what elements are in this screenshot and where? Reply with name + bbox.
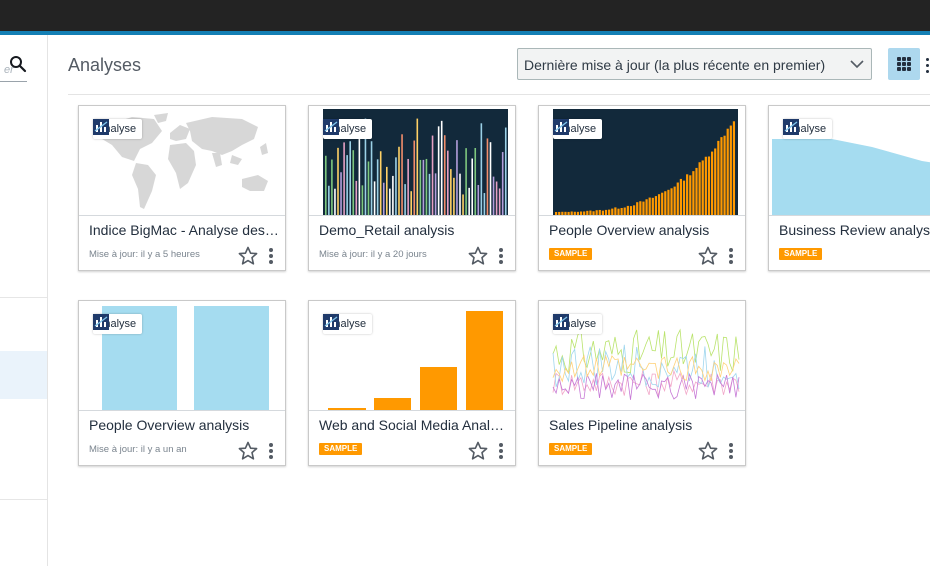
star-icon[interactable] [698, 441, 718, 461]
world-map-thumbnail: Analyse [82, 109, 283, 215]
left-sidebar: er [0, 35, 48, 566]
analysis-icon [323, 119, 339, 135]
search-input[interactable]: er [4, 64, 14, 76]
search-underline [0, 81, 27, 82]
analysis-type-badge: Analyse [553, 314, 603, 334]
more-options-icon[interactable] [495, 442, 507, 460]
top-accent-stripe [0, 31, 930, 35]
card-title[interactable]: People Overview analysis [549, 222, 710, 238]
sales-pipeline-thumbnail: Analyse [542, 304, 743, 410]
star-icon[interactable] [468, 246, 488, 266]
sample-tag: SAMPLE [549, 248, 593, 260]
card-title[interactable]: Sales Pipeline analysis [549, 417, 693, 433]
analysis-type-badge: Analyse [553, 119, 603, 139]
card-divider [539, 215, 745, 216]
star-icon[interactable] [468, 441, 488, 461]
sort-dropdown-value: Dernière mise à jour (la plus récente en… [524, 57, 826, 73]
analysis-card[interactable]: Analyse People Overview analysis Mise à … [78, 300, 286, 466]
sidebar-item-active[interactable] [0, 351, 47, 399]
analysis-type-badge: Analyse [93, 119, 143, 139]
card-divider [79, 410, 285, 411]
analysis-card[interactable]: Analyse Demo_Retail analysis Mise à jour… [308, 105, 516, 271]
star-icon[interactable] [698, 246, 718, 266]
sort-dropdown[interactable]: Dernière mise à jour (la plus récente en… [517, 48, 872, 80]
retail-chart-thumbnail: Analyse [312, 109, 513, 215]
analysis-icon [93, 314, 109, 330]
analysis-type-badge: Analyse [93, 314, 143, 334]
more-options-icon[interactable] [265, 247, 277, 265]
analysis-icon [783, 119, 799, 135]
card-title[interactable]: Business Review analysis [779, 222, 930, 238]
more-options-icon[interactable] [725, 247, 737, 265]
sidebar-divider [0, 499, 47, 500]
sample-tag: SAMPLE [779, 248, 823, 260]
chevron-down-icon [850, 60, 864, 69]
analysis-card[interactable]: Analyse Indice BigMac - Analyse des… Mis… [78, 105, 286, 271]
card-divider [309, 410, 515, 411]
card-title[interactable]: Demo_Retail analysis [319, 222, 455, 238]
sample-tag: SAMPLE [319, 443, 363, 455]
top-nav-bar [0, 0, 930, 31]
people-chart-thumbnail: Analyse [542, 109, 743, 215]
analysis-type-badge: Analyse [783, 119, 833, 139]
analysis-type-badge: Analyse [323, 314, 373, 334]
card-title[interactable]: Web and Social Media Anal… [319, 417, 504, 433]
analysis-card[interactable]: Analyse People Overview analysis SAMPLE [538, 105, 746, 271]
card-updated-text: Mise à jour: il y a un an [89, 444, 187, 455]
star-icon[interactable] [238, 441, 258, 461]
analysis-icon [323, 314, 339, 330]
business-review-thumbnail: Analyse [772, 109, 930, 215]
card-updated-text: Mise à jour: il y a 20 jours [319, 249, 427, 260]
analysis-card[interactable]: Analyse Business Review analysis SAMPLE [768, 105, 930, 271]
search-icon[interactable] [9, 55, 27, 73]
analysis-icon [553, 119, 569, 135]
card-updated-text: Mise à jour: il y a 5 heures [89, 249, 200, 260]
more-options-icon[interactable] [495, 247, 507, 265]
analysis-icon [93, 119, 109, 135]
card-divider [79, 215, 285, 216]
card-divider [309, 215, 515, 216]
sample-tag: SAMPLE [549, 443, 593, 455]
analysis-icon [553, 314, 569, 330]
star-icon[interactable] [238, 246, 258, 266]
more-options-icon[interactable] [265, 442, 277, 460]
card-divider [769, 215, 930, 216]
card-title[interactable]: Indice BigMac - Analyse des… [89, 222, 279, 238]
analysis-type-badge: Analyse [323, 119, 373, 139]
grid-view-button[interactable] [888, 48, 920, 80]
people-bars-thumbnail: Analyse [82, 304, 283, 410]
sidebar-divider [0, 297, 47, 298]
card-divider [539, 410, 745, 411]
list-view-button[interactable] [925, 57, 930, 73]
analysis-card[interactable]: Analyse Web and Social Media Anal… SAMPL… [308, 300, 516, 466]
more-options-icon[interactable] [725, 442, 737, 460]
page-title: Analyses [68, 55, 142, 75]
web-social-thumbnail: Analyse [312, 304, 513, 410]
card-title[interactable]: People Overview analysis [89, 417, 250, 433]
header-divider [68, 94, 930, 95]
analysis-card[interactable]: Analyse Sales Pipeline analysis SAMPLE [538, 300, 746, 466]
